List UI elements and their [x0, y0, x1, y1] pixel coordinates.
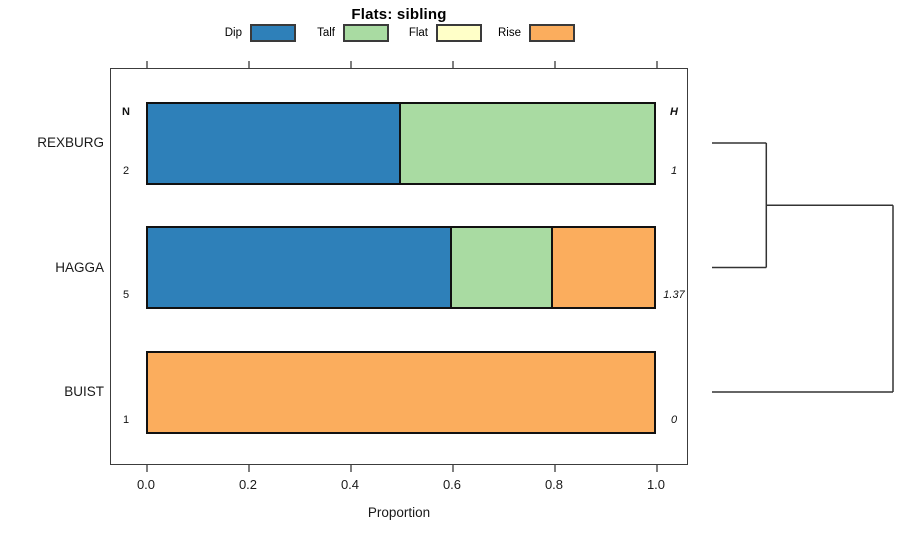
h-value-hagga: 1.37 [663, 289, 685, 301]
bar-segment-hagga-dip [148, 228, 452, 307]
x-tick-bottom [452, 465, 454, 472]
x-tick-label: 0.6 [442, 477, 462, 492]
n-value-rexburg: 2 [122, 164, 130, 177]
category-label-hagga: HAGGA [55, 259, 104, 275]
legend-swatch-talf [343, 24, 389, 42]
category-label-buist: BUIST [64, 384, 104, 399]
x-tick-top [350, 61, 352, 68]
bar-segment-buist-rise [148, 352, 654, 432]
legend-label: Dip [224, 27, 242, 39]
x-tick-top [656, 61, 658, 68]
x-tick-label: 0.8 [544, 477, 564, 492]
n-value-hagga: 5 [122, 289, 130, 301]
x-tick-bottom [350, 465, 352, 472]
legend-swatch-flat [436, 24, 482, 42]
x-tick-label: 0.4 [340, 477, 360, 492]
legend-item-talf: Talf [283, 24, 389, 42]
bar-segment-hagga-talf [451, 228, 553, 307]
x-tick-bottom [146, 465, 148, 472]
x-tick-label: 1.0 [646, 477, 666, 492]
x-tick-bottom [554, 465, 556, 472]
plot-area [110, 68, 688, 465]
x-tick-bottom [248, 465, 250, 472]
n-value-buist: 1 [122, 413, 130, 426]
legend-item-rise: Rise [469, 24, 575, 42]
bar-segment-hagga-rise [552, 228, 654, 307]
h-value-buist: 0 [670, 413, 678, 426]
x-tick-top [146, 61, 148, 68]
legend-swatch-dip [250, 24, 296, 42]
bar-segment-rexburg-dip [148, 103, 401, 183]
x-tick-label: 0.0 [136, 477, 156, 492]
h-column-header: H [670, 105, 678, 118]
chart-title: Flats: sibling [351, 6, 447, 23]
x-axis-title: Proportion [367, 505, 431, 520]
legend-swatch-rise [529, 24, 575, 42]
x-tick-bottom [656, 465, 658, 472]
dendrogram-branches [712, 142, 894, 393]
x-tick-label: 0.2 [238, 477, 258, 492]
h-value-rexburg: 1 [670, 164, 678, 177]
x-tick-top [554, 61, 556, 68]
x-tick-top [452, 61, 454, 68]
n-column-header: N [122, 105, 130, 118]
legend-label: Flat [408, 27, 428, 39]
legend-item-flat: Flat [376, 24, 482, 42]
bar-buist [146, 350, 656, 434]
bar-segment-rexburg-talf [401, 103, 654, 183]
legend-label: Rise [497, 27, 521, 39]
bar-hagga [146, 226, 656, 309]
legend-label: Talf [317, 27, 335, 39]
category-label-rexburg: REXBURG [37, 135, 104, 150]
bar-rexburg [146, 101, 656, 185]
legend-item-dip: Dip [190, 24, 296, 42]
x-tick-top [248, 61, 250, 68]
